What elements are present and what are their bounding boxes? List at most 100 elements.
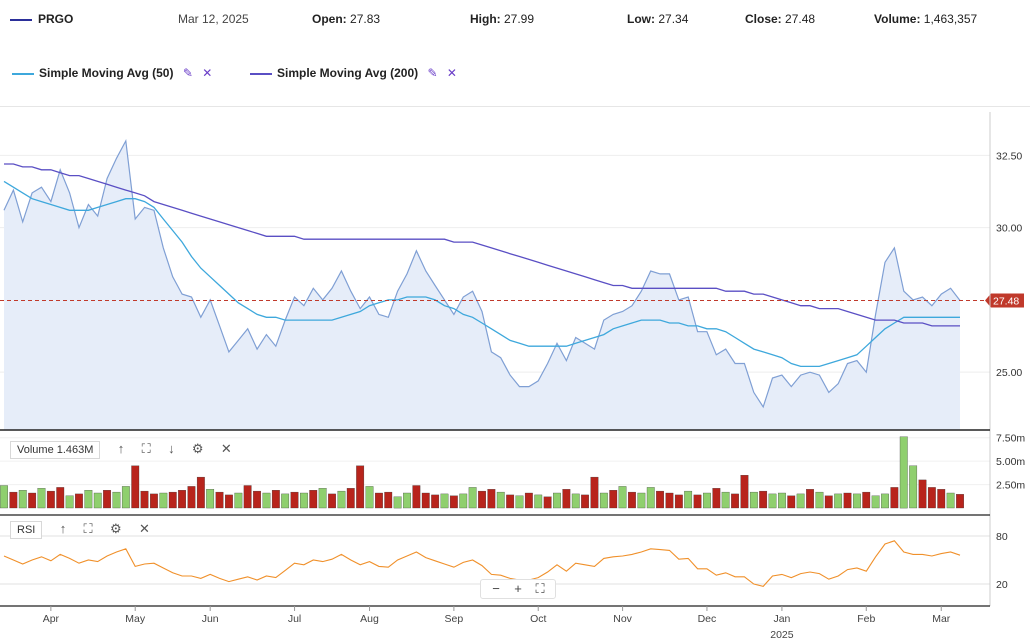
volume-bar — [131, 465, 140, 509]
volume-bar — [225, 494, 233, 509]
volume-bar — [515, 495, 524, 509]
year-label: 2025 — [770, 629, 794, 641]
volume-bar — [290, 491, 299, 509]
symbol-line-swatch — [10, 18, 32, 21]
volume-bar — [75, 493, 83, 509]
volume-bar — [206, 489, 215, 509]
high-value: High: 27.99 — [470, 12, 534, 26]
volume-bar — [243, 485, 252, 509]
volume-bar — [150, 493, 158, 509]
sma50-label: Simple Moving Avg (50) — [39, 66, 174, 80]
volume-bar — [862, 491, 871, 509]
volume-bar — [346, 488, 355, 509]
x-tick-label: Oct — [530, 613, 546, 625]
sma200-line — [4, 163, 960, 327]
legend-sma50: Simple Moving Avg (50) ✎ ✕ — [12, 66, 212, 80]
volume-bar — [234, 492, 243, 509]
close-icon[interactable]: ✕ — [202, 66, 213, 80]
gear-icon[interactable]: ⚙ — [109, 521, 122, 536]
volume-bar — [778, 492, 786, 509]
volume-bar — [609, 490, 618, 509]
volume-bar — [646, 487, 655, 509]
volume-bar — [56, 487, 65, 509]
volume-bar — [749, 491, 758, 509]
maximize-icon[interactable]: ⛶ — [141, 441, 151, 456]
axes: 25.00 27.48 30.00 32.50 2.50m 5.00m 7.50m 20 80 A… — [0, 112, 1025, 641]
volume-bar — [506, 494, 515, 509]
high-number: 27.99 — [504, 12, 535, 26]
volume-bar — [834, 493, 843, 509]
volume-bar — [103, 490, 111, 509]
volume-bar — [956, 494, 964, 509]
bar-date: Mar 12, 2025 — [178, 12, 249, 26]
volume-bar — [693, 494, 702, 509]
zoom-out-button[interactable]: − — [492, 581, 500, 596]
volume-tick-label: 7.50m — [996, 433, 1025, 445]
volume-bar — [581, 494, 589, 509]
maximize-icon[interactable]: ⛶ — [83, 521, 93, 536]
close-icon[interactable]: ✕ — [138, 521, 150, 536]
volume-bar — [187, 486, 196, 509]
close-number: 27.48 — [785, 12, 816, 26]
x-tick-label: Sep — [445, 613, 464, 625]
volume-bar — [703, 492, 711, 509]
volume-bar — [590, 476, 599, 509]
x-tick-label: May — [125, 613, 146, 625]
volume-bar — [759, 490, 768, 509]
volume-bar — [46, 490, 55, 509]
volume-bar — [487, 489, 496, 509]
volume-bar — [571, 493, 580, 509]
volume-panel — [0, 436, 964, 509]
close-icon[interactable]: ✕ — [220, 441, 232, 456]
price-area — [4, 140, 960, 430]
x-tick-label: Mar — [932, 613, 951, 625]
volume-bar — [524, 492, 533, 509]
volume-bar — [0, 485, 8, 509]
sma200-swatch — [250, 72, 272, 75]
volume-bar — [121, 486, 130, 509]
volume-bar — [674, 494, 683, 509]
volume-bar — [787, 495, 796, 509]
arrow-up-icon[interactable]: ↑ — [117, 441, 125, 456]
volume-bar — [412, 485, 421, 509]
zoom-controls: − + ⛶ — [480, 579, 556, 599]
volume-bar — [562, 489, 571, 509]
rsi-line — [3, 540, 961, 588]
close-label: Close: — [745, 12, 782, 26]
volume-bar — [28, 492, 37, 509]
low-label: Low: — [627, 12, 655, 26]
volume-bar — [637, 492, 646, 509]
volume-bar — [553, 492, 561, 509]
volume-bar — [468, 487, 477, 509]
gear-icon[interactable]: ⚙ — [191, 441, 204, 456]
fit-screen-icon[interactable]: ⛶ — [535, 581, 545, 596]
volume-bar — [84, 490, 93, 509]
volume-bar — [843, 492, 852, 509]
price-tick-label: 25.00 — [996, 367, 1022, 379]
volume-bar — [328, 493, 336, 509]
legend-sma200: Simple Moving Avg (200) ✎ ✕ — [250, 66, 457, 80]
volume-bar — [909, 465, 918, 509]
volume-bar — [768, 493, 777, 509]
close-icon[interactable]: ✕ — [446, 66, 457, 80]
arrow-down-icon[interactable]: ↓ — [168, 441, 175, 456]
volume-bar — [656, 490, 664, 509]
zoom-in-button[interactable]: + — [514, 581, 522, 596]
sma50-swatch — [12, 72, 34, 75]
volume-bar — [9, 491, 18, 509]
volume-bar — [890, 487, 899, 509]
x-tick-label: Feb — [857, 613, 875, 625]
rsi-tick-label: 80 — [996, 531, 1008, 543]
arrow-up-icon[interactable]: ↑ — [59, 521, 67, 536]
volume-bar — [918, 479, 927, 509]
pencil-icon[interactable]: ✎ — [182, 66, 193, 80]
pencil-icon[interactable]: ✎ — [427, 66, 438, 80]
volume-bar — [140, 490, 149, 509]
legend-divider — [0, 106, 1030, 107]
volume-number: 1,463,357 — [923, 12, 978, 26]
volume-bar — [599, 492, 608, 509]
volume-bar — [178, 490, 186, 509]
sma50-line — [3, 180, 960, 368]
price-tick-label: 32.50 — [996, 150, 1022, 162]
